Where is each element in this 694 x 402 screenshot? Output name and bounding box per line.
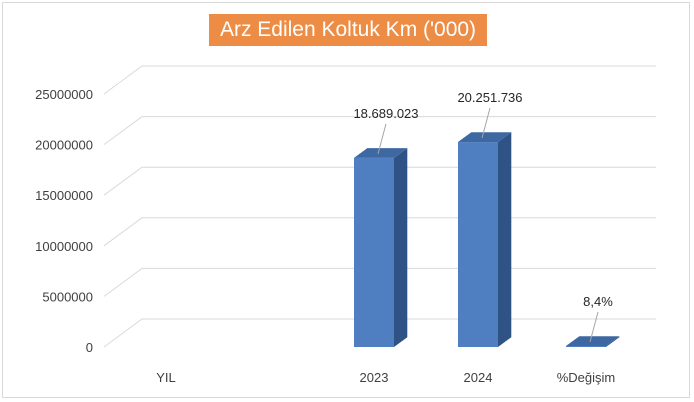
gridline xyxy=(103,116,656,146)
y-tick-label: 25000000 xyxy=(35,87,93,102)
x-tick-label: 2024 xyxy=(464,370,493,385)
bar-side xyxy=(498,132,512,347)
bar xyxy=(354,148,408,347)
bar-front xyxy=(354,157,394,347)
x-tick-label: YIL xyxy=(156,370,176,385)
bar-top xyxy=(566,336,620,346)
data-label-leader xyxy=(377,123,387,154)
data-label-leader xyxy=(481,107,491,139)
y-tick-label: 20000000 xyxy=(35,138,93,153)
bar-top xyxy=(458,132,512,143)
y-tick-label: 0 xyxy=(86,340,93,355)
data-label-leader xyxy=(589,311,599,343)
data-label: 18.689.023 xyxy=(353,106,418,121)
chart-title: Arz Edilen Koltuk Km ('000) xyxy=(209,14,487,46)
bar xyxy=(566,336,620,347)
x-tick-label: 2023 xyxy=(360,370,389,385)
bar-front xyxy=(458,142,498,347)
data-label: 20.251.736 xyxy=(457,90,522,105)
bar-side xyxy=(394,148,408,347)
chart-border xyxy=(2,2,690,398)
gridline xyxy=(103,65,656,95)
bar-side xyxy=(606,336,620,347)
y-tick-label: 5000000 xyxy=(42,289,93,304)
data-label: 8,4% xyxy=(583,294,613,309)
x-tick-label: %Değişim xyxy=(557,370,616,385)
bar-top xyxy=(354,148,408,158)
y-tick-label: 10000000 xyxy=(35,239,93,254)
y-tick-label: 15000000 xyxy=(35,188,93,203)
bar xyxy=(458,132,512,347)
bar-front xyxy=(566,346,606,347)
